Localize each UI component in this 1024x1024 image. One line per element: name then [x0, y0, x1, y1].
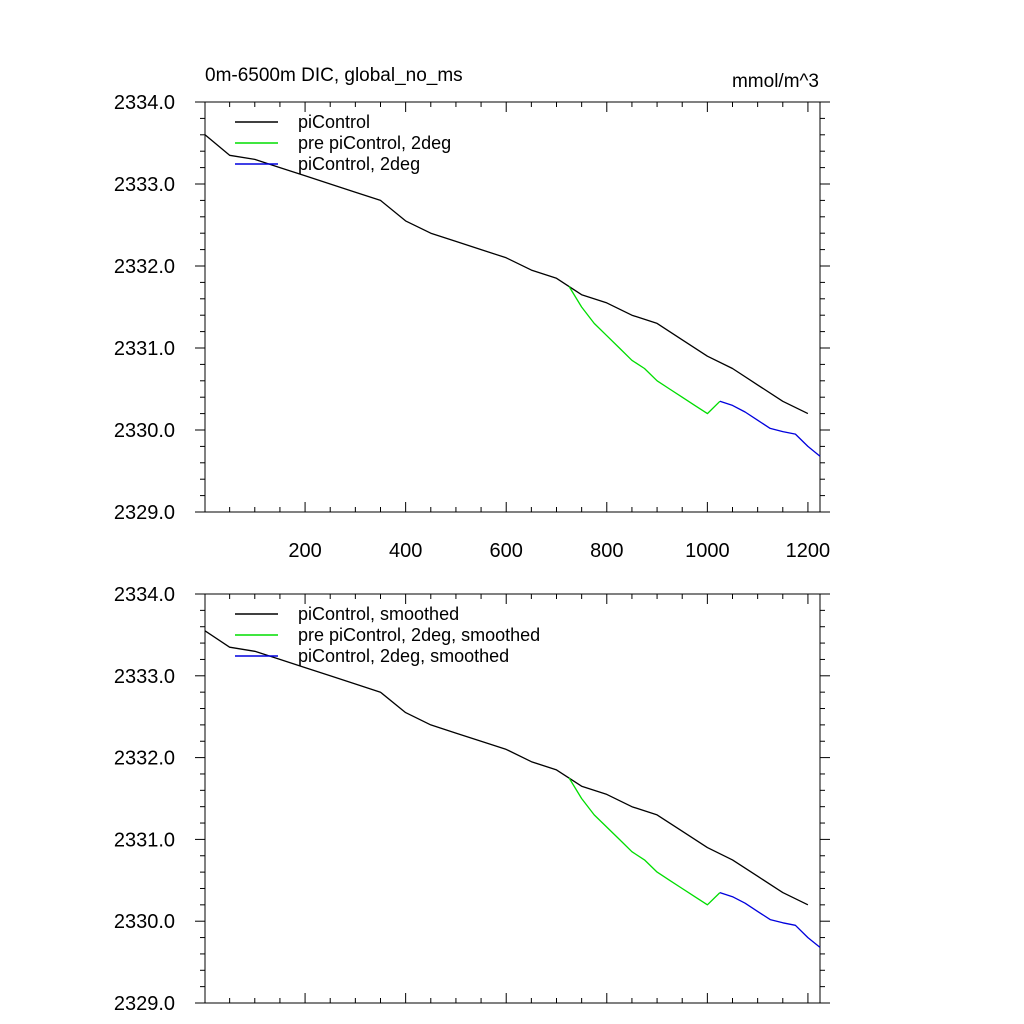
x-tick-label: 400 [389, 540, 422, 562]
y-tick-label: 2332.0 [114, 748, 175, 770]
y-tick-label: 2334.0 [114, 92, 175, 114]
series-line-1 [568, 777, 721, 906]
legend-label: piControl, smoothed [298, 604, 459, 624]
legend-label: piControl [298, 112, 370, 132]
panel-bottom: 2329.0 2330.0 2331.0 2332.0 2333.0 2334.0 piCo… [114, 584, 830, 1015]
y-tick-label: 2329.0 [114, 993, 175, 1015]
series-line-2 [719, 400, 821, 457]
y-tick-label: 2333.0 [114, 174, 175, 196]
y-tick-label: 2332.0 [114, 256, 175, 278]
y-tick-label: 2331.0 [114, 829, 175, 851]
legend-label: pre piControl, 2deg, smoothed [298, 625, 540, 645]
legend-label: piControl, 2deg [298, 154, 420, 174]
plot-frame [204, 101, 821, 513]
y-tick-label: 2330.0 [114, 911, 175, 933]
x-tick-label: 600 [490, 540, 523, 562]
y-tick-label: 2334.0 [114, 584, 175, 606]
panel-top: 200 400 600 800 1000 1200 2329.0 2330.0 2331.0 23… [114, 92, 830, 562]
series-line-2 [719, 891, 821, 948]
series-line-1 [568, 286, 721, 415]
legend-label: pre piControl, 2deg [298, 133, 451, 153]
x-tick-label: 200 [288, 540, 321, 562]
series-line-0 [204, 630, 809, 906]
units-label: mmol/m^3 [732, 71, 819, 92]
y-tick-label: 2329.0 [114, 502, 175, 524]
chart-title: 0m-6500m DIC, global_no_ms [205, 65, 463, 86]
y-tick-label: 2331.0 [114, 338, 175, 360]
plot-frame [204, 593, 821, 1004]
y-tick-label: 2330.0 [114, 420, 175, 442]
y-tick-label: 2333.0 [114, 666, 175, 688]
series-line-0 [204, 134, 809, 415]
x-tick-label: 800 [590, 540, 623, 562]
x-tick-label: 1000 [685, 540, 730, 562]
legend-label: piControl, 2deg, smoothed [298, 646, 509, 666]
x-tick-label: 1200 [786, 540, 831, 562]
